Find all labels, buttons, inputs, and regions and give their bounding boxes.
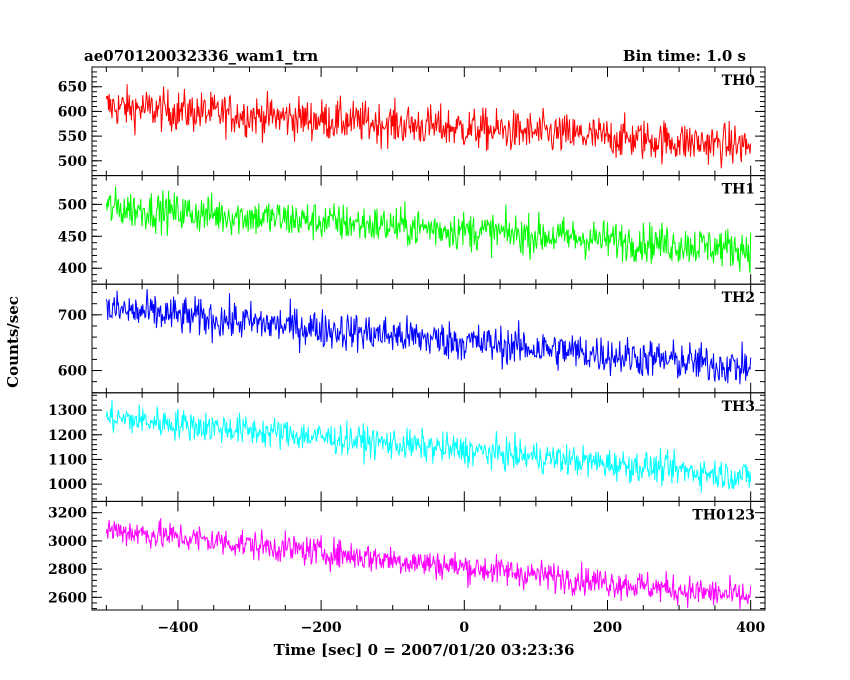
y-tick-label: 550: [58, 129, 87, 145]
series-line-th2: [105, 289, 752, 385]
y-tick-label: 400: [58, 261, 87, 277]
panel-th2: 600 700 TH2: [58, 283, 766, 394]
series-line-th0123: [105, 518, 752, 609]
panel-label-th1: TH1: [722, 182, 755, 198]
panel-frame: [91, 500, 766, 611]
panel-label-th2: TH2: [722, 290, 755, 306]
y-tick-label: 600: [58, 104, 87, 120]
series-line-th1: [105, 186, 752, 274]
panel-th1: 400 450 500 TH1: [58, 175, 766, 285]
x-tick-label: 0: [459, 620, 469, 636]
x-axis: −400 −200 0 200 400: [157, 620, 765, 636]
panel-label-th0: TH0: [722, 73, 756, 89]
panel-frame: [91, 175, 766, 285]
panels-group: 500 550 600 650 TH0 400 450 500 TH1 600 700 TH2 1000…: [48, 66, 766, 611]
x-tick-label: −200: [301, 620, 342, 636]
y-tick-label: 450: [58, 229, 87, 245]
y-tick-label: 600: [58, 364, 87, 380]
y-tick-label: 2800: [48, 562, 87, 578]
panel-th0123: 2600 2800 3000 3200 TH0123: [48, 500, 766, 611]
y-axis-label: Counts/sec: [4, 296, 22, 388]
y-tick-label: 1300: [48, 403, 87, 419]
panel-label-th0123: TH0123: [692, 507, 755, 523]
y-tick-label: 3200: [48, 506, 87, 522]
x-tick-label: 400: [736, 620, 765, 636]
bin-time-label: Bin time: 1.0 s: [623, 47, 746, 65]
series-line-th0: [105, 84, 752, 169]
y-tick-label: 650: [58, 80, 87, 96]
panel-th3: 1000 1100 1200 1300 TH3: [48, 392, 766, 502]
series-line-th3: [105, 399, 752, 493]
y-tick-label: 2600: [48, 590, 87, 606]
chart-title: ae070120032336_wam1_trn: [84, 47, 318, 65]
x-axis-label: Time [sec] 0 = 2007/01/20 03:23:36: [274, 641, 575, 659]
y-tick-label: 1200: [48, 428, 87, 444]
y-tick-label: 700: [58, 308, 87, 324]
y-tick-label: 3000: [48, 534, 87, 550]
y-tick-label: 1000: [48, 477, 87, 493]
panel-th0: 500 550 600 650 TH0: [58, 66, 766, 177]
y-tick-label: 500: [58, 197, 87, 213]
panel-label-th3: TH3: [722, 399, 755, 415]
x-tick-label: 200: [593, 620, 622, 636]
y-tick-label: 500: [58, 154, 87, 170]
y-tick-label: 1100: [48, 452, 87, 468]
x-tick-label: −400: [157, 620, 198, 636]
